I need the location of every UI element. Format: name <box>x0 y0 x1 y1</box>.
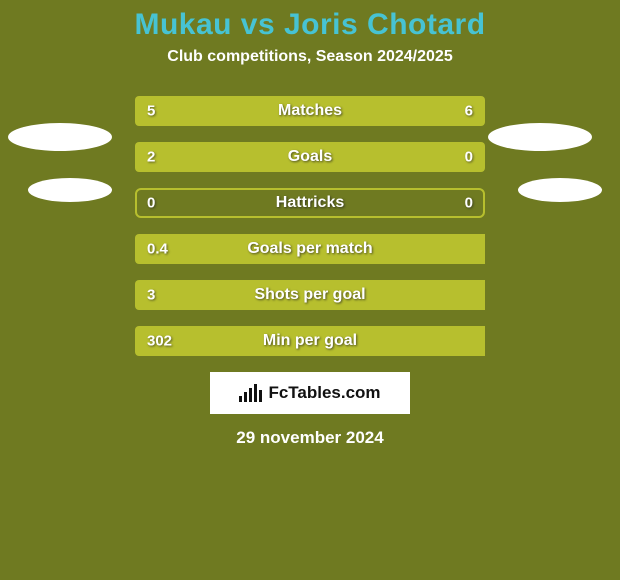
stat-row: 0.4 Goals per match <box>135 234 485 264</box>
logo-box: FcTables.com <box>210 372 410 414</box>
stat-value-right: 6 <box>465 103 473 120</box>
logo-bars-icon <box>239 384 262 402</box>
stat-bar-left <box>135 142 415 172</box>
logo-bar <box>259 390 262 402</box>
logo-bar <box>244 392 247 402</box>
stat-row: 302 Min per goal <box>135 326 485 356</box>
decorative-oval <box>8 123 112 151</box>
stat-label: Hattricks <box>276 194 344 212</box>
stat-row: 0 0 Hattricks <box>135 188 485 218</box>
stat-value-left: 302 <box>147 333 172 350</box>
logo-text: FcTables.com <box>268 383 380 403</box>
logo-bar <box>249 388 252 402</box>
stat-value-left: 0 <box>147 195 155 212</box>
date-label: 29 november 2024 <box>0 428 620 448</box>
comparison-card: Mukau vs Joris Chotard Club competitions… <box>0 0 620 580</box>
stat-value-left: 2 <box>147 149 155 166</box>
subtitle: Club competitions, Season 2024/2025 <box>0 48 620 66</box>
stat-label: Goals <box>288 148 332 166</box>
stat-label: Goals per match <box>247 240 372 258</box>
logo-bar <box>254 384 257 402</box>
stat-value-right: 0 <box>465 195 473 212</box>
decorative-oval <box>518 178 602 202</box>
stat-value-right: 0 <box>465 149 473 166</box>
stat-label: Matches <box>278 102 342 120</box>
stat-value-left: 5 <box>147 103 155 120</box>
stat-label: Shots per goal <box>254 286 365 304</box>
stat-bar-right <box>415 142 485 172</box>
stat-value-left: 0.4 <box>147 241 168 258</box>
stat-label: Min per goal <box>263 332 357 350</box>
stat-value-left: 3 <box>147 287 155 304</box>
stat-bar-left <box>135 96 294 126</box>
logo-bar <box>239 396 242 402</box>
stat-row: 2 0 Goals <box>135 142 485 172</box>
decorative-oval <box>488 123 592 151</box>
page-title: Mukau vs Joris Chotard <box>0 8 620 42</box>
stat-row: 5 6 Matches <box>135 96 485 126</box>
decorative-oval <box>28 178 112 202</box>
stat-row: 3 Shots per goal <box>135 280 485 310</box>
